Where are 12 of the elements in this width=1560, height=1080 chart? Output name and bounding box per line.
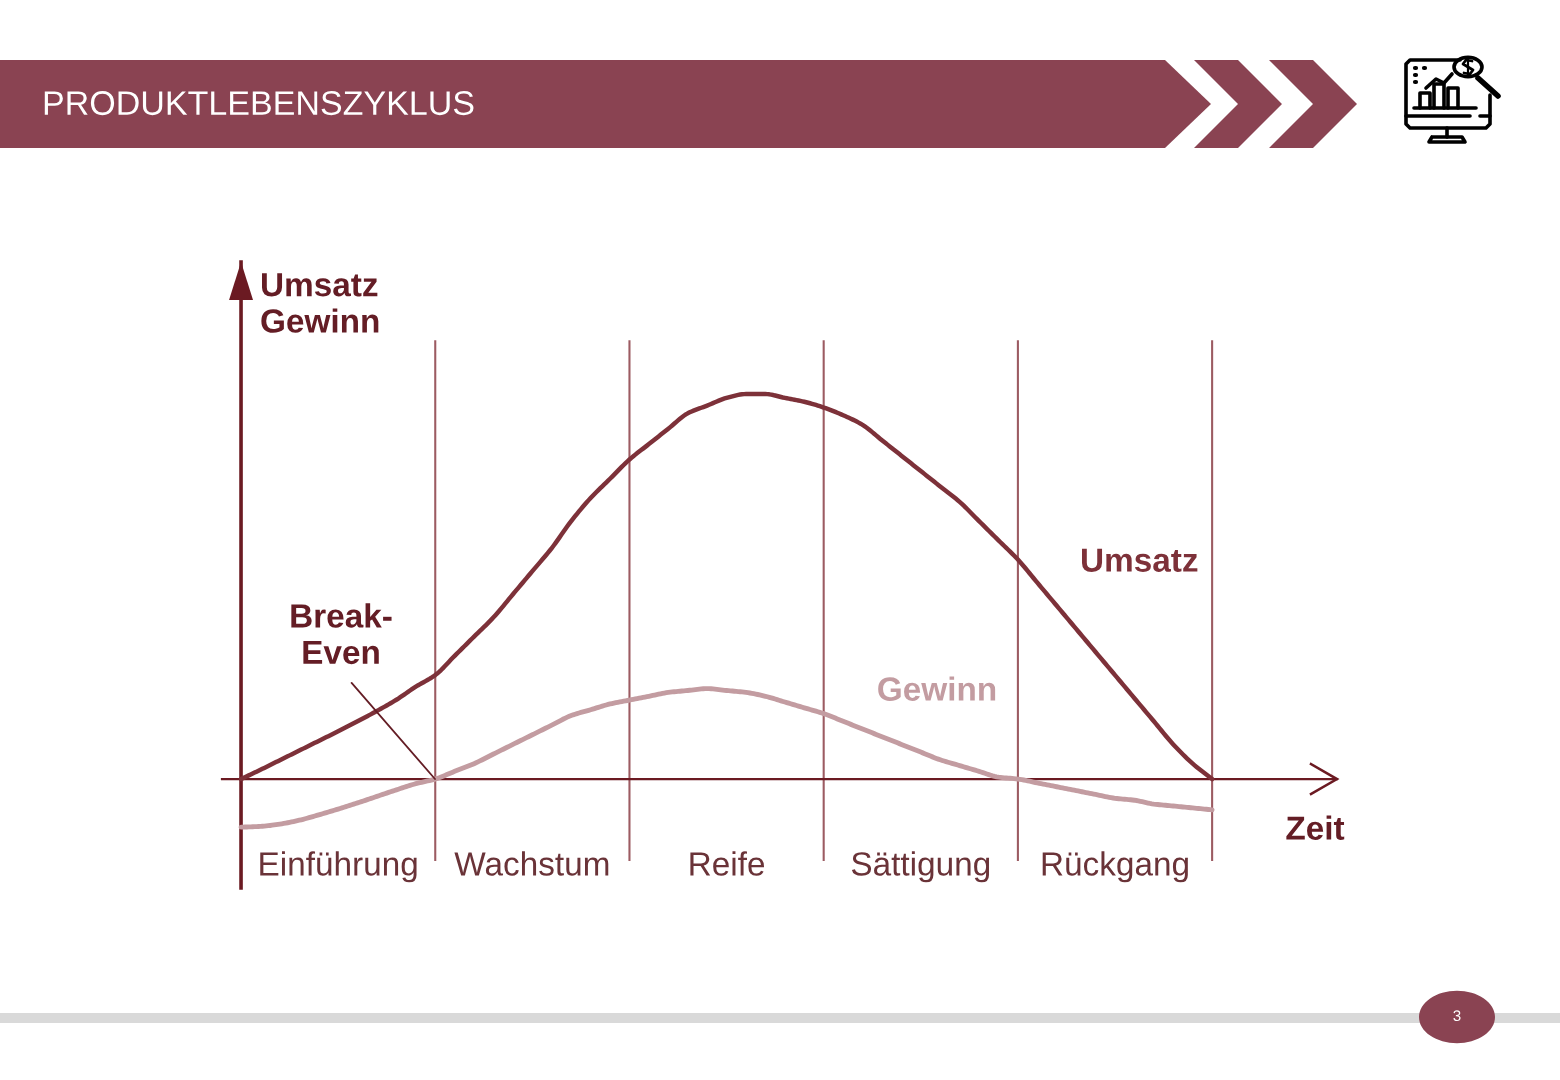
x-axis-title: Zeit (1286, 815, 1345, 840)
series-label: Gewinn (878, 676, 996, 701)
annotation: Break- Even (291, 603, 392, 665)
x-tick-label: Wachstum (454, 851, 609, 876)
x-tick-label: Rückgang (1042, 851, 1188, 883)
series-label: Umsatz (1082, 548, 1198, 572)
x-tick-label: Reife (690, 851, 764, 876)
x-tick-label: Sättigung (851, 851, 990, 883)
text: 3 (1453, 1010, 1461, 1022)
x-tick-label: Einführung (260, 851, 417, 883)
chart-title: PRODUKTLEBENSZYKLUS (44, 91, 474, 116)
y-axis-title: Umsatz Gewinn (261, 273, 379, 333)
